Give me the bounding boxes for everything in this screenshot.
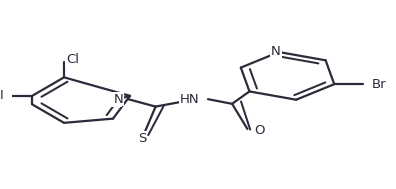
Text: Br: Br: [371, 78, 386, 91]
Text: I: I: [0, 89, 4, 102]
Text: S: S: [138, 132, 147, 145]
Text: Cl: Cl: [66, 53, 79, 66]
Text: N: N: [113, 93, 123, 106]
Text: N: N: [271, 45, 281, 58]
Text: H: H: [111, 93, 121, 106]
Text: O: O: [254, 124, 265, 137]
Text: HN: HN: [180, 93, 200, 106]
